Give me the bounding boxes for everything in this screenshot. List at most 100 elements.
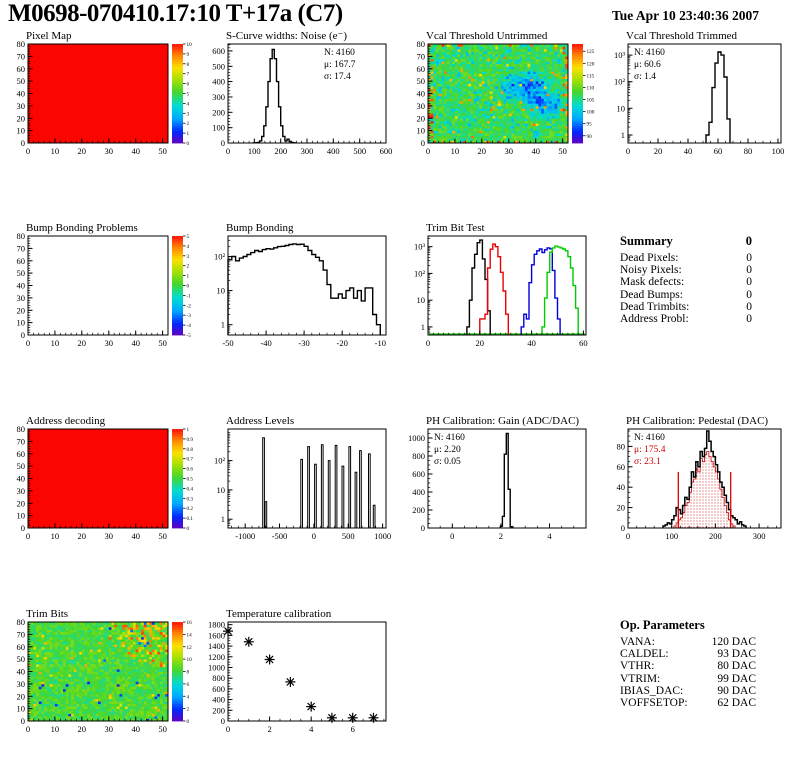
svg-text:50: 50: [17, 461, 26, 471]
op-parameters-title: Op. Parameters: [620, 618, 705, 632]
svg-text:60: 60: [417, 64, 426, 74]
svg-text:20: 20: [417, 113, 426, 123]
summary-row-label: Address Probl:: [620, 313, 689, 326]
svg-text:-5: -5: [187, 333, 192, 339]
svg-text:1: 1: [187, 274, 190, 280]
svg-text:40: 40: [131, 531, 140, 541]
svg-text:80: 80: [744, 146, 753, 156]
svg-text:-10: -10: [375, 338, 386, 348]
panel-address-levels: -1000 -500 0 500 1000 1 10 10² Address Levels: [200, 415, 399, 556]
svg-text:0: 0: [626, 531, 630, 541]
svg-text:60: 60: [17, 256, 26, 266]
svg-text:70: 70: [17, 436, 26, 446]
svg-text:0.7: 0.7: [187, 457, 194, 463]
chart-title: Vcal Threshold Untrimmed: [426, 30, 548, 42]
svg-text:50: 50: [17, 76, 26, 86]
op-parameter-row: VOFFSETOP: 62 DAC: [620, 697, 756, 709]
svg-text:N: 4160: N: 4160: [634, 433, 665, 443]
summary-row: Noisy Pixels: 0: [620, 264, 752, 276]
svg-text:8: 8: [187, 62, 190, 68]
svg-text:400: 400: [327, 146, 340, 156]
op-parameters-block: Op. Parameters VANA: 120 DAC CALDEL: 93 DA…: [600, 618, 796, 709]
svg-text:40: 40: [131, 338, 140, 348]
svg-text:60: 60: [17, 449, 26, 459]
svg-text:0: 0: [26, 146, 30, 156]
summary-block: Summary 0 Dead Pixels: 0 Noisy Pixels: 0 M…: [600, 234, 796, 325]
svg-text:-1: -1: [187, 293, 192, 299]
svg-text:10: 10: [51, 338, 60, 348]
panel-scurve-noise: 0 100 200 300 400 500 600 0 100 200 300 400 500 600 N:…: [200, 30, 399, 171]
svg-text:70: 70: [17, 243, 26, 253]
svg-text:2: 2: [187, 121, 190, 127]
svg-text:10: 10: [17, 511, 26, 521]
panel-ph-pedestal: 0 100 200 300 0 20 40 60 80 N: 4160 μ: 175.4 σ: 23.…: [600, 415, 794, 556]
svg-text:100: 100: [772, 146, 785, 156]
summary-row: Dead Trimbits: 0: [620, 301, 752, 313]
svg-text:500: 500: [342, 531, 355, 541]
panel-trim-bit-test: 0 20 40 60 1 10 10² 10³ Trim Bit Test: [400, 222, 599, 363]
svg-text:μ: 60.6: μ: 60.6: [634, 60, 661, 70]
svg-text:30: 30: [105, 531, 114, 541]
svg-text:4: 4: [187, 101, 190, 107]
svg-text:0: 0: [312, 531, 316, 541]
svg-text:200: 200: [212, 107, 225, 117]
svg-text:3: 3: [187, 111, 190, 117]
svg-text:800: 800: [412, 451, 425, 461]
svg-text:μ: 167.7: μ: 167.7: [324, 60, 356, 70]
svg-text:10²: 10²: [414, 268, 426, 278]
svg-text:30: 30: [17, 486, 26, 496]
chart-title: S-Curve widths: Noise (e⁻): [226, 30, 347, 42]
ph-pedestal-chart: 0 100 200 300 0 20 40 60 80 N: 4160 μ: 175.4 σ: 23.…: [617, 415, 782, 541]
summary-row-label: Dead Pixels:: [620, 252, 679, 264]
svg-text:80: 80: [17, 231, 26, 241]
svg-text:20: 20: [78, 531, 87, 541]
svg-text:30: 30: [105, 338, 114, 348]
summary-row-label: Mask defects:: [620, 276, 685, 289]
svg-text:120: 120: [587, 61, 595, 67]
svg-text:70: 70: [417, 51, 426, 61]
svg-text:20: 20: [476, 338, 485, 348]
svg-text:100: 100: [587, 110, 595, 116]
svg-text:10: 10: [417, 295, 426, 305]
svg-text:200: 200: [709, 531, 722, 541]
panel-temp-calibration: 0 2 4 6 0 200 400 600 800 1000 1200 1400 1600 1800 Tem…: [200, 608, 399, 749]
svg-text:10²: 10²: [614, 77, 626, 87]
summary-row-value: 0: [746, 313, 752, 326]
chart-title: Address decoding: [26, 415, 106, 427]
svg-text:1: 1: [221, 320, 225, 330]
svg-text:0: 0: [187, 526, 190, 532]
svg-text:2: 2: [499, 531, 503, 541]
svg-text:0: 0: [450, 531, 454, 541]
svg-text:0: 0: [621, 523, 625, 533]
svg-text:500: 500: [353, 146, 366, 156]
summary-row: Mask defects: 0: [620, 276, 752, 288]
svg-text:95: 95: [587, 122, 593, 128]
svg-text:60: 60: [17, 64, 26, 74]
svg-text:10: 10: [17, 126, 26, 136]
svg-text:600: 600: [380, 146, 393, 156]
op-parameter-label: VOFFSETOP:: [620, 697, 688, 710]
summary-row: Dead Pixels: 0: [620, 252, 752, 264]
svg-text:0: 0: [187, 141, 190, 147]
svg-text:300: 300: [301, 146, 314, 156]
address-levels-chart: -1000 -500 0 500 1000 1 10 10² Address Levels: [214, 415, 391, 541]
svg-text:0.9: 0.9: [187, 437, 194, 443]
svg-text:-4: -4: [187, 323, 192, 329]
svg-text:10³: 10³: [414, 242, 426, 252]
svg-text:2: 2: [187, 264, 190, 270]
svg-text:600: 600: [212, 46, 225, 56]
svg-text:10: 10: [451, 146, 460, 156]
svg-text:μ: 175.4: μ: 175.4: [634, 445, 666, 455]
svg-text:0: 0: [421, 138, 425, 148]
svg-text:0: 0: [426, 146, 430, 156]
svg-text:10: 10: [51, 531, 60, 541]
svg-text:40: 40: [17, 474, 26, 484]
svg-text:100: 100: [212, 123, 225, 133]
svg-text:80: 80: [417, 39, 426, 49]
chart-title: Temperature calibration: [226, 608, 332, 620]
summary-row: Dead Bumps: 0: [620, 289, 752, 301]
svg-text:40: 40: [131, 146, 140, 156]
svg-text:30: 30: [417, 101, 426, 111]
